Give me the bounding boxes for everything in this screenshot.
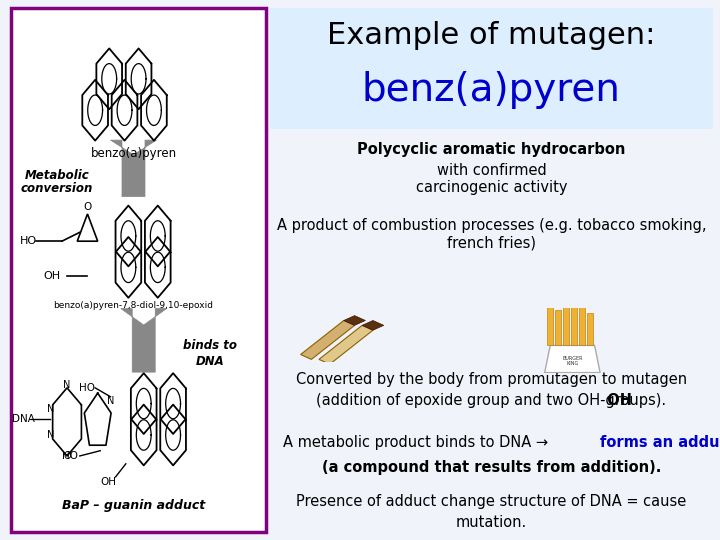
Polygon shape: [362, 320, 384, 330]
Text: OH: OH: [100, 477, 116, 487]
Text: forms an adduct: forms an adduct: [600, 435, 720, 450]
Polygon shape: [344, 315, 365, 325]
Bar: [563, 299, 570, 346]
Bar: [587, 313, 593, 346]
FancyBboxPatch shape: [270, 8, 713, 129]
Text: OH: OH: [351, 393, 632, 408]
Text: N: N: [47, 404, 54, 414]
Text: OH: OH: [43, 271, 60, 281]
Text: BaP – guanin adduct: BaP – guanin adduct: [62, 499, 205, 512]
Text: benzo(a)pyren-7,8-diol-9,10-epoxid: benzo(a)pyren-7,8-diol-9,10-epoxid: [53, 301, 214, 310]
Text: Converted by the body from promutagen to mutagen: Converted by the body from promutagen to…: [296, 372, 687, 387]
Text: N: N: [47, 430, 54, 440]
Text: Example of mutagen:: Example of mutagen:: [327, 21, 656, 50]
Text: Metabolic: Metabolic: [24, 169, 89, 182]
Bar: [579, 301, 585, 346]
Text: (addition of epoxide group and two OH-groups).: (addition of epoxide group and two OH-gr…: [316, 393, 667, 408]
Text: (a compound that results from addition).: (a compound that results from addition).: [322, 460, 661, 475]
Polygon shape: [110, 140, 156, 197]
Polygon shape: [544, 346, 600, 373]
Text: with confirmed
carcinogenic activity: with confirmed carcinogenic activity: [415, 163, 567, 195]
Text: N: N: [107, 396, 114, 406]
Polygon shape: [319, 325, 373, 364]
Text: O: O: [63, 451, 71, 461]
Text: Polycyclic aromatic hydrocarbon: Polycyclic aromatic hydrocarbon: [357, 141, 626, 157]
Text: benzo(a)pyren: benzo(a)pyren: [91, 147, 176, 160]
Polygon shape: [301, 320, 354, 360]
Text: BURGER
KING: BURGER KING: [562, 355, 582, 366]
Text: O: O: [84, 202, 91, 212]
Text: DNA: DNA: [12, 414, 35, 424]
Bar: [555, 310, 562, 346]
Text: A product of combustion processes (e.g. tobacco smoking,
french fries): A product of combustion processes (e.g. …: [276, 218, 706, 250]
Polygon shape: [121, 308, 167, 372]
Text: mutation.: mutation.: [456, 515, 527, 530]
Text: HO: HO: [62, 451, 78, 461]
Text: benz(a)pyren: benz(a)pyren: [362, 71, 621, 109]
Text: HO: HO: [20, 236, 37, 246]
FancyBboxPatch shape: [11, 8, 266, 532]
Bar: [547, 303, 554, 346]
Text: HO: HO: [79, 383, 96, 393]
Text: A metabolic product binds to DNA →: A metabolic product binds to DNA →: [283, 435, 553, 450]
Text: N: N: [63, 380, 71, 390]
Text: conversion: conversion: [21, 183, 93, 195]
Bar: [571, 307, 577, 346]
Text: Presence of adduct change structure of DNA = cause: Presence of adduct change structure of D…: [296, 494, 687, 509]
Text: binds to: binds to: [183, 340, 237, 353]
Text: DNA: DNA: [196, 355, 225, 368]
